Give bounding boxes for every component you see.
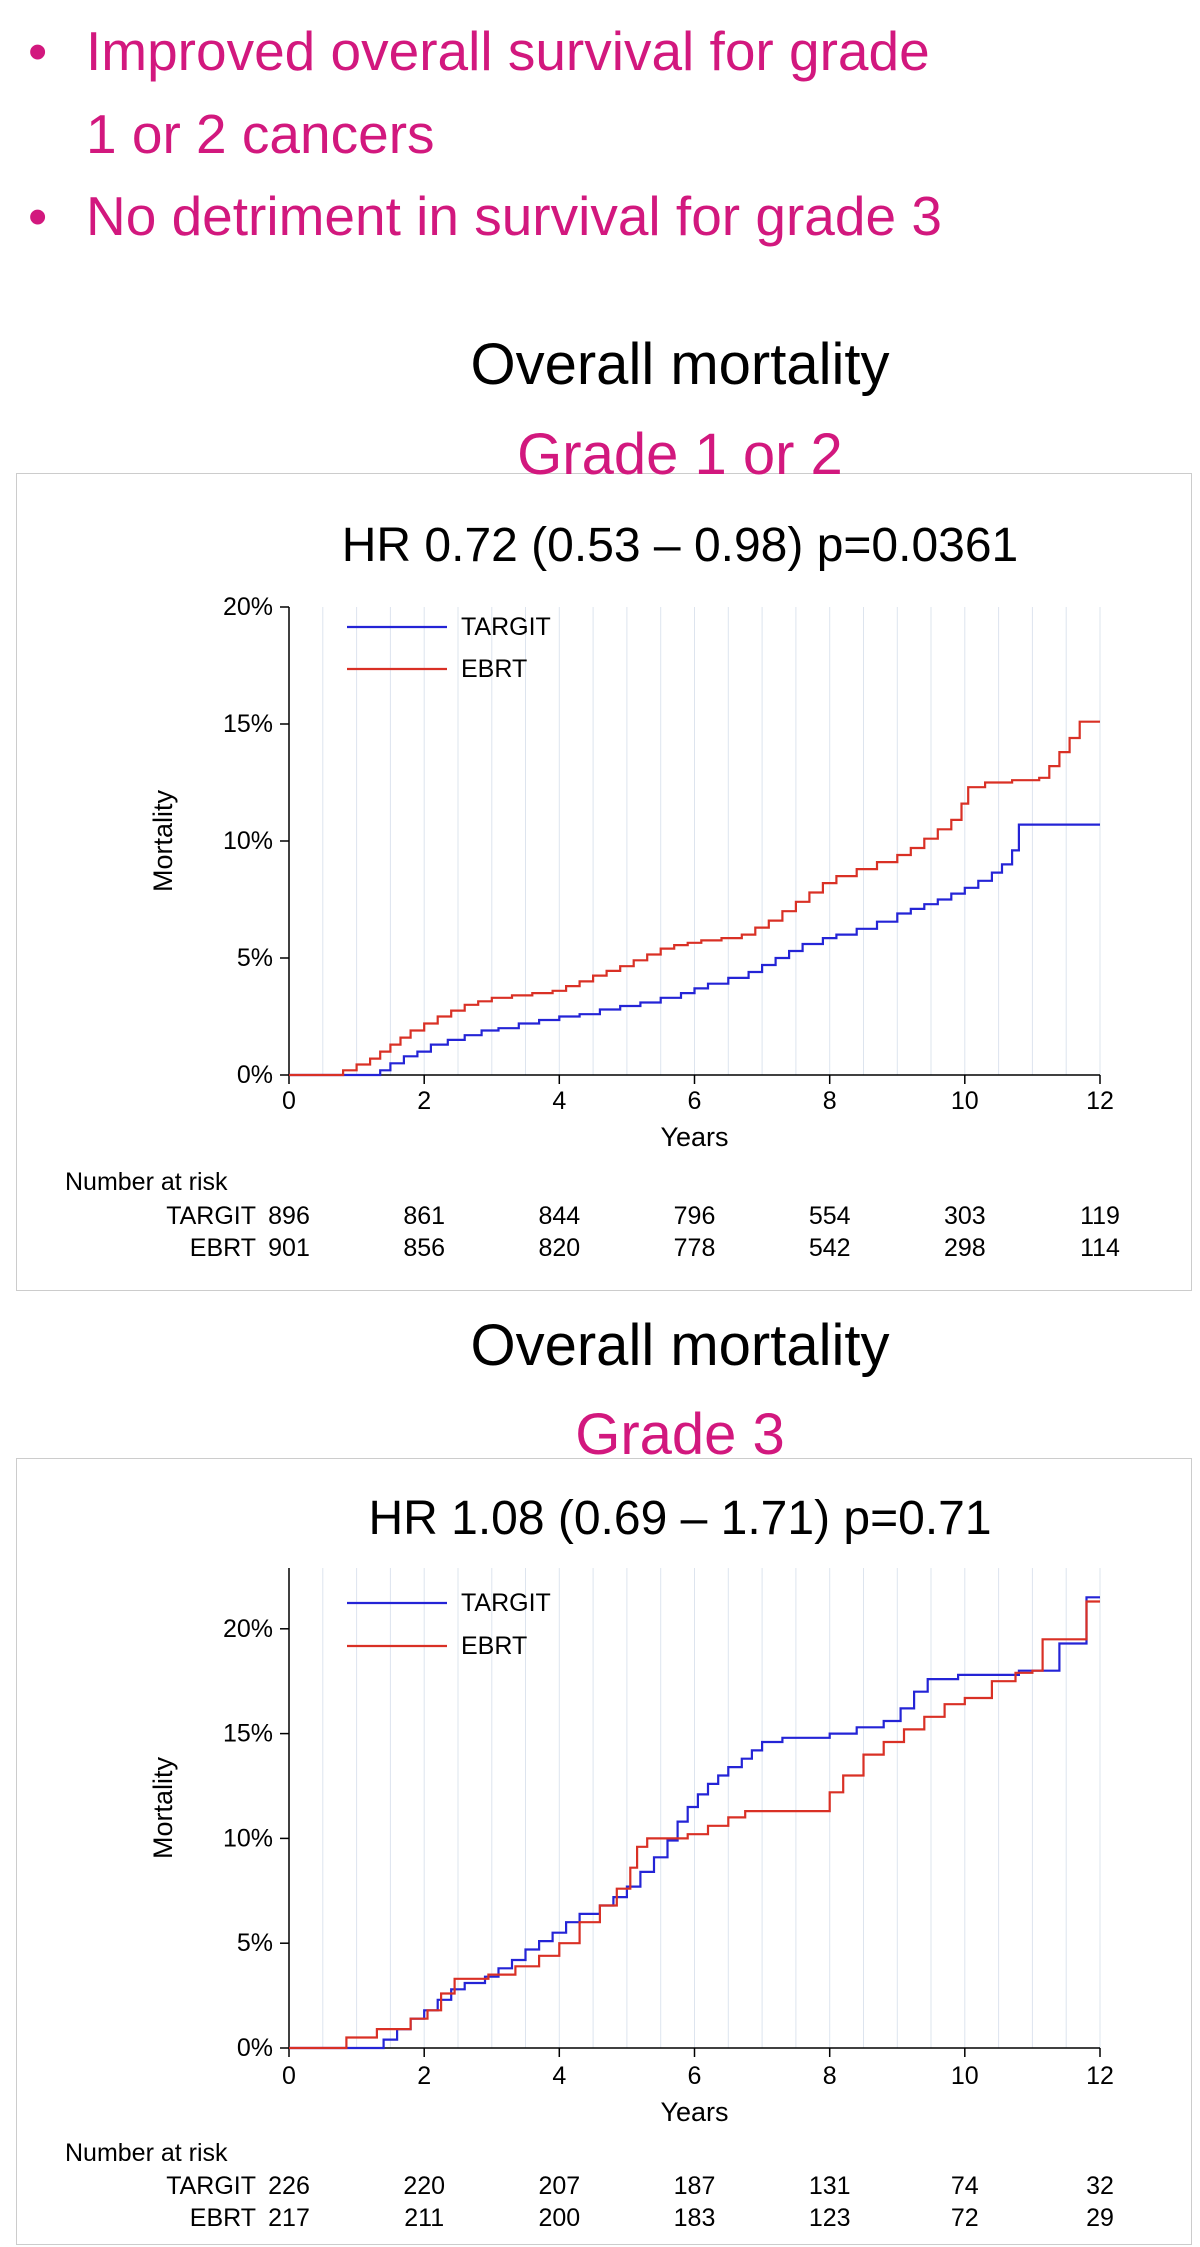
- at-risk-value: 861: [403, 1202, 445, 1230]
- bullet-marker: •: [28, 20, 48, 82]
- x-tick-label: 10: [951, 2062, 979, 2090]
- at-risk-value: 207: [538, 2172, 580, 2200]
- at-risk-value: 220: [403, 2172, 445, 2200]
- curve-ebrt: [289, 1600, 1100, 2050]
- at-risk-value: 901: [268, 1234, 310, 1262]
- x-tick-label: 12: [1086, 1087, 1114, 1115]
- km-chart-grade-3: 0% 5% 10% 15% 20% 0 2 4 6 8 10 12 Years Mortality TARG…: [65, 1568, 1114, 2232]
- curve-targit: [289, 1596, 1100, 2050]
- legend: TARGIT EBRT: [347, 613, 551, 683]
- bullet-item-2: • No detriment in survival for grade 3: [28, 175, 1108, 258]
- curve-ebrt: [289, 720, 1100, 1077]
- at-risk-row-name: EBRT: [190, 1234, 256, 1262]
- at-risk-value: 119: [1080, 1202, 1120, 1230]
- x-tick-label: 4: [552, 2062, 566, 2090]
- grid-lines: [322, 607, 1101, 1075]
- bullet-1-line-2: 1 or 2 cancers: [86, 102, 435, 165]
- figure-1-subtitle: Grade 1 or 2: [517, 422, 843, 487]
- y-tick-label: 20%: [223, 1615, 273, 1643]
- bullet-2-line-1: No detriment in survival for grade 3: [86, 185, 942, 247]
- x-tick-label: 2: [417, 2062, 431, 2090]
- x-tick-label: 4: [552, 1087, 566, 1115]
- tick-labels: 0% 5% 10% 15% 20% 0 2 4 6 8 10 12: [223, 593, 1114, 1115]
- figure-2-subtitle: Grade 3: [575, 1402, 785, 1467]
- legend-label-ebrt: EBRT: [461, 1632, 527, 1660]
- at-risk-value: 217: [268, 2204, 310, 2232]
- at-risk-row-name: TARGIT: [166, 1202, 256, 1230]
- at-risk-row-name: TARGIT: [166, 2172, 256, 2200]
- at-risk-value: 183: [674, 2204, 716, 2232]
- bullet-list: • Improved overall survival for grade 1 …: [28, 10, 1108, 258]
- y-axis-label: Mortality: [148, 1756, 178, 1859]
- bullet-item-1: • Improved overall survival for grade 1 …: [28, 10, 1108, 175]
- at-risk-value: 298: [944, 1234, 986, 1262]
- x-tick-label: 8: [823, 1087, 837, 1115]
- at-risk-value: 72: [951, 2204, 979, 2232]
- at-risk-value: 896: [268, 1202, 310, 1230]
- y-tick-label: 5%: [237, 944, 273, 972]
- legend-label-targit: TARGIT: [461, 613, 551, 641]
- at-risk-value: 187: [674, 2172, 716, 2200]
- figure-2-hazard-ratio: HR 1.08 (0.69 – 1.71) p=0.71: [368, 1492, 992, 1545]
- y-tick-label: 5%: [237, 1929, 273, 1957]
- at-risk-value: 554: [809, 1202, 851, 1230]
- at-risk-value: 211: [404, 2204, 444, 2232]
- at-risk-value: 114: [1080, 1234, 1120, 1262]
- tick-labels: 0% 5% 10% 15% 20% 0 2 4 6 8 10 12: [223, 1615, 1114, 2090]
- y-tick-label: 15%: [223, 710, 273, 738]
- y-tick-label: 10%: [223, 827, 273, 855]
- axes: [280, 606, 1101, 1084]
- legend: TARGIT EBRT: [347, 1589, 551, 1660]
- y-tick-label: 0%: [237, 2034, 273, 2062]
- at-risk-value: 29: [1086, 2204, 1114, 2232]
- at-risk-value: 303: [944, 1202, 986, 1230]
- x-tick-label: 0: [282, 2062, 296, 2090]
- x-tick-label: 2: [417, 1087, 431, 1115]
- y-tick-label: 10%: [223, 1824, 273, 1852]
- x-tick-label: 12: [1086, 2062, 1114, 2090]
- y-tick-label: 20%: [223, 593, 273, 621]
- at-risk-value: 226: [268, 2172, 310, 2200]
- at-risk-value: 820: [538, 1234, 580, 1262]
- figure-1-hazard-ratio: HR 0.72 (0.53 – 0.98) p=0.0361: [341, 519, 1019, 572]
- at-risk-value: 32: [1086, 2172, 1114, 2200]
- bullet-1-line-1: Improved overall survival for grade: [86, 20, 930, 82]
- x-tick-label: 10: [951, 1087, 979, 1115]
- bullet-marker: •: [28, 185, 48, 247]
- at-risk-value: 778: [674, 1234, 716, 1262]
- curve-targit: [289, 823, 1100, 1077]
- at-risk-value: 856: [403, 1234, 445, 1262]
- at-risk-value: 542: [809, 1234, 851, 1262]
- figure-2-frame: [16, 1458, 1192, 2245]
- x-tick-label: 6: [688, 2062, 702, 2090]
- at-risk-value: 131: [809, 2172, 851, 2200]
- figure-1-title: Overall mortality: [470, 332, 890, 397]
- at-risk-value: 844: [538, 1202, 580, 1230]
- x-tick-label: 8: [823, 2062, 837, 2090]
- number-at-risk-table: Number at risk TARGIT 896 861 844 796 554 303 11…: [65, 1168, 1120, 1262]
- number-at-risk-label: Number at risk: [65, 1168, 228, 1196]
- x-axis-label: Years: [660, 2097, 728, 2127]
- at-risk-value: 123: [809, 2204, 851, 2232]
- y-tick-label: 15%: [223, 1720, 273, 1748]
- km-chart-grade-1-or-2: 0% 5% 10% 15% 20% 0 2 4 6 8 10 12 Years Mortality TARG…: [65, 593, 1120, 1262]
- y-tick-label: 0%: [237, 1061, 273, 1089]
- x-tick-label: 6: [688, 1087, 702, 1115]
- y-axis-label: Mortality: [148, 789, 178, 892]
- x-tick-label: 0: [282, 1087, 296, 1115]
- number-at-risk-table: Number at risk TARGIT 226 220 207 187 131 74 32 E…: [65, 2139, 1114, 2232]
- legend-label-ebrt: EBRT: [461, 655, 527, 683]
- figure-1-frame: [16, 473, 1192, 1291]
- at-risk-value: 74: [951, 2172, 979, 2200]
- grid-lines: [322, 1568, 1101, 2048]
- at-risk-row-name: EBRT: [190, 2204, 256, 2232]
- at-risk-value: 796: [674, 1202, 716, 1230]
- number-at-risk-label: Number at risk: [65, 2139, 228, 2167]
- at-risk-value: 200: [538, 2204, 580, 2232]
- legend-label-targit: TARGIT: [461, 1589, 551, 1617]
- x-axis-label: Years: [660, 1122, 728, 1152]
- axes: [280, 1568, 1101, 2057]
- figure-2-title: Overall mortality: [470, 1313, 890, 1378]
